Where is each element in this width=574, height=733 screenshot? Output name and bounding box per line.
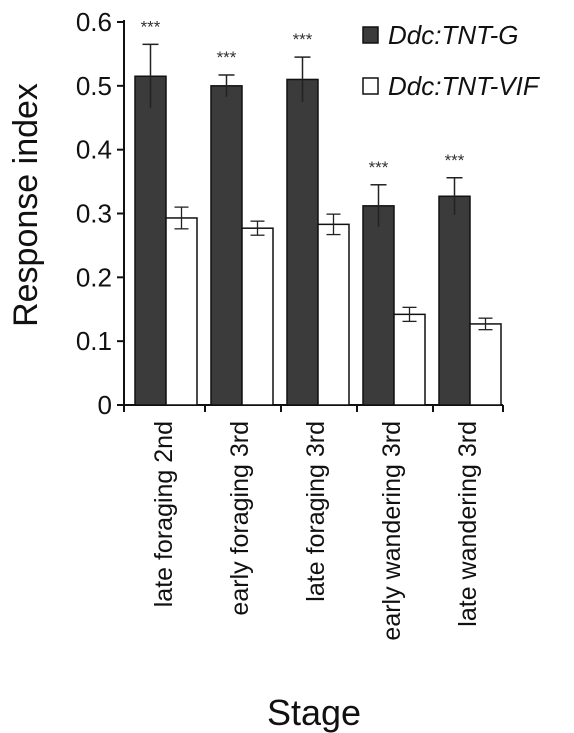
y-axis-label: Response index bbox=[7, 83, 45, 327]
bar-tnt-vif bbox=[469, 323, 502, 406]
bar-tnt-vif bbox=[241, 227, 274, 406]
bar-tnt-g bbox=[286, 78, 319, 406]
y-tick-label: 0.5 bbox=[76, 71, 112, 101]
significance-group: *** *** *** *** *** bbox=[141, 17, 465, 176]
category-label: late wandering 3rd bbox=[454, 421, 482, 627]
y-tick-label: 0 bbox=[98, 390, 112, 420]
category-label: early wandering 3rd bbox=[378, 421, 406, 641]
bar-tnt-g bbox=[362, 205, 395, 406]
y-tick-label: 0.1 bbox=[76, 326, 112, 356]
bar-tnt-vif bbox=[165, 217, 198, 406]
significance-marker: *** bbox=[141, 17, 161, 36]
bar-tnt-vif bbox=[393, 313, 426, 406]
bar-tnt-g bbox=[438, 195, 471, 406]
bars-group bbox=[134, 75, 502, 406]
y-tick-label: 0.3 bbox=[76, 199, 112, 229]
significance-marker: *** bbox=[369, 158, 389, 177]
y-tick-label: 0.6 bbox=[76, 7, 112, 37]
bar-tnt-vif bbox=[317, 223, 350, 406]
bar-tnt-g bbox=[134, 75, 167, 406]
y-tick-label: 0.4 bbox=[76, 135, 112, 165]
category-label: late foraging 3rd bbox=[302, 421, 330, 602]
y-tick-label: 0.2 bbox=[76, 262, 112, 292]
significance-marker: *** bbox=[293, 30, 313, 49]
bar-tnt-g bbox=[210, 85, 243, 406]
error-bars-group bbox=[142, 43, 493, 331]
significance-marker: *** bbox=[445, 151, 465, 170]
legend-swatch-tnt-g bbox=[362, 26, 379, 44]
category-label: late foraging 2nd bbox=[150, 421, 178, 607]
significance-marker: *** bbox=[217, 48, 237, 67]
x-axis-label: Stage bbox=[267, 692, 361, 733]
legend-label-tnt-g: Ddc:TNT-G bbox=[388, 20, 519, 50]
legend-swatch-tnt-vif bbox=[362, 77, 379, 95]
axes-group: 0 0.1 0.2 0.3 0.4 0.5 0.6 late foraging 2nd earl… bbox=[76, 7, 504, 641]
legend-label-tnt-vif: Ddc:TNT-VIF bbox=[388, 71, 541, 101]
category-label: early foraging 3rd bbox=[226, 421, 254, 616]
legend: Ddc:TNT-G Ddc:TNT-VIF bbox=[362, 20, 541, 101]
